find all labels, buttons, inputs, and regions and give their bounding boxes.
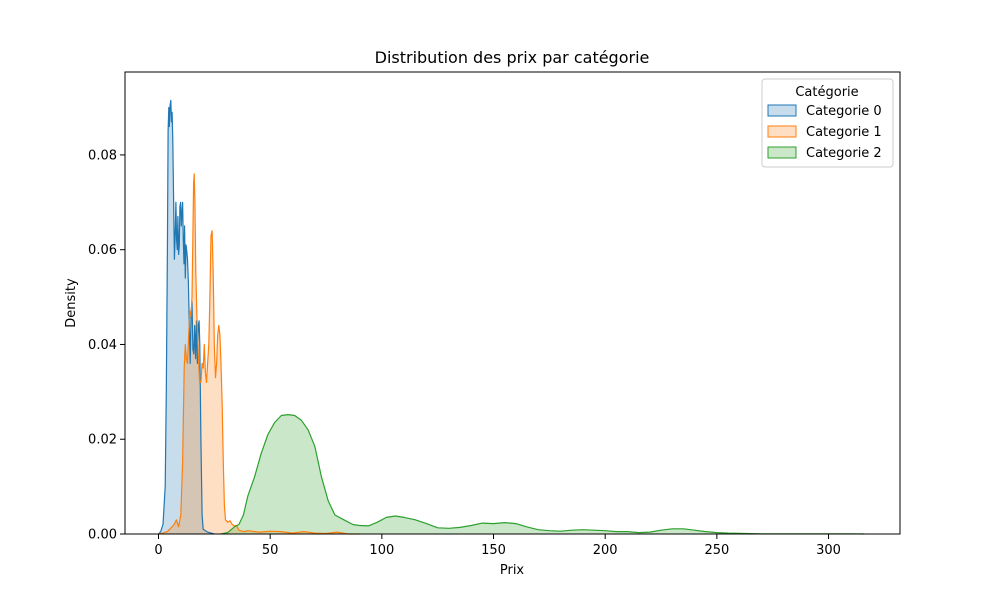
x-tick-label: 300 [816,543,841,558]
x-tick-label: 0 [154,543,162,558]
x-tick-label: 200 [593,543,618,558]
legend-box [761,78,894,168]
y-axis: 0.00 0.02 0.04 0.06 0.08 [88,148,125,543]
legend-label-1: Categorie 1 [806,125,882,140]
legend-items: Categorie 0 Categorie 1 Categorie 2 [767,104,882,161]
legend-swatch-1 [767,125,797,138]
series-line-1 [158,173,360,535]
y-tick-label: 0.06 [88,243,117,258]
x-tick-label: 50 [262,543,279,558]
y-tick-label: 0.04 [88,338,117,353]
x-tick-label: 100 [369,543,394,558]
y-tick-label: 0.08 [88,148,117,163]
y-axis-title: Density [64,278,79,328]
y-tick-label: 0.02 [88,433,117,448]
chart-title: Distribution des prix par catégorie [375,48,650,67]
legend-label-2: Categorie 2 [806,146,882,161]
series-line-2 [220,414,865,535]
x-tick-label: 150 [481,543,506,558]
legend-swatch-2 [767,146,797,159]
series-area-1 [158,173,360,534]
density-lines [158,99,865,535]
x-axis-title: Prix [500,563,525,578]
legend-label-0: Categorie 0 [806,104,882,119]
y-tick-label: 0.00 [88,528,117,543]
series-line-0 [158,99,215,535]
legend-title: Catégorie [795,85,858,100]
plot-frame [124,71,901,535]
x-tick-label: 250 [704,543,729,558]
legend-swatch-0 [767,104,797,117]
series-area-2 [221,414,865,534]
x-axis: 0 50 100 150 200 250 300 [154,534,841,558]
